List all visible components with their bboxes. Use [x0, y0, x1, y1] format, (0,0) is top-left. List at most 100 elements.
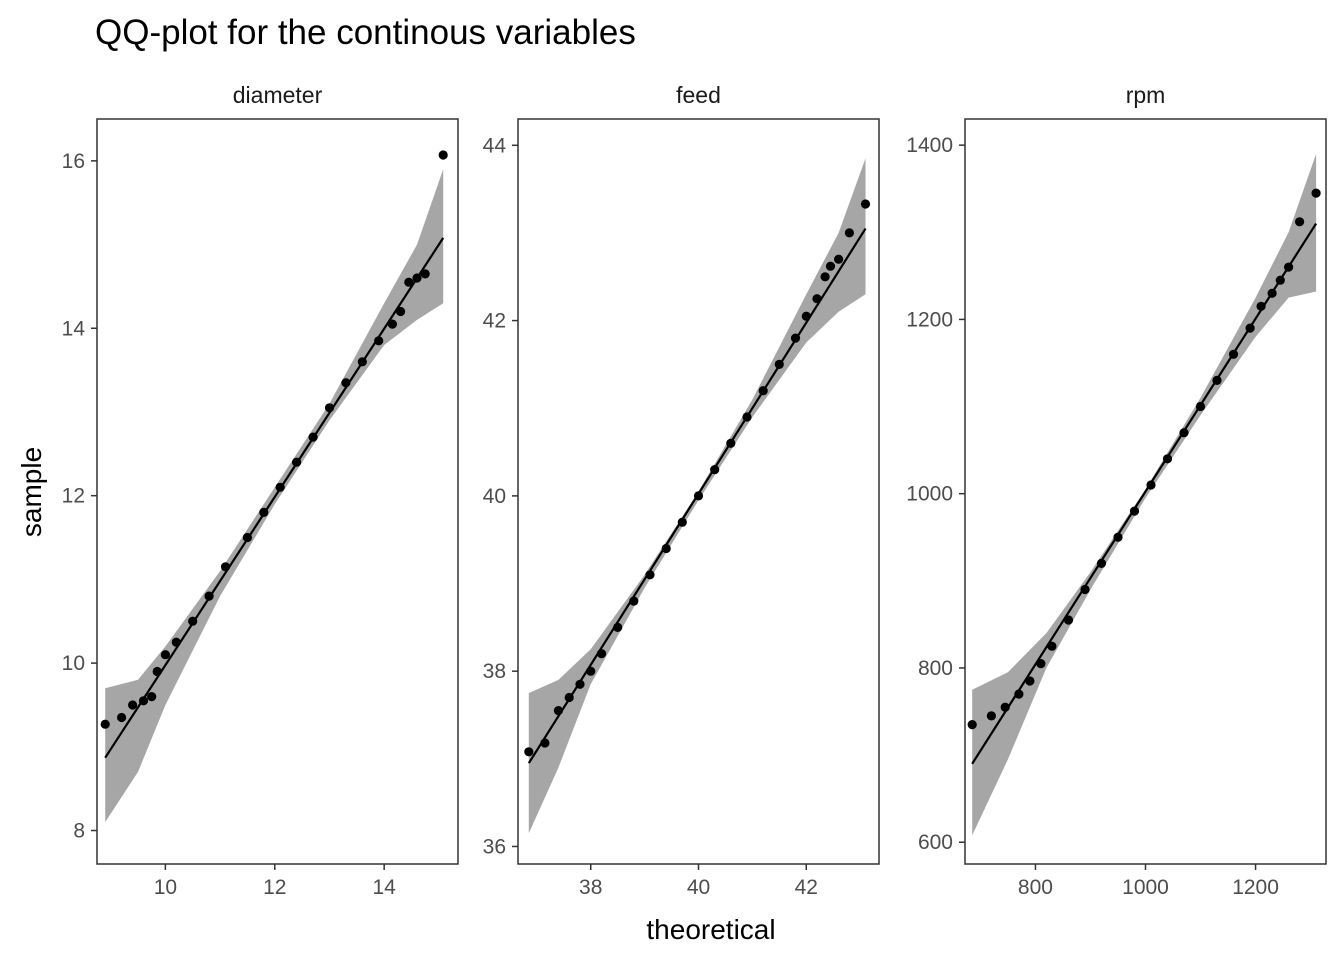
- y-tick-label: 44: [483, 134, 507, 157]
- x-tick-label: 12: [263, 876, 286, 899]
- data-point: [759, 386, 768, 395]
- data-point: [1284, 263, 1293, 272]
- data-point: [388, 320, 397, 329]
- data-point: [861, 199, 870, 208]
- y-tick-label: 16: [62, 150, 85, 173]
- data-point: [276, 483, 285, 492]
- data-point: [586, 667, 595, 676]
- y-tick-label: 1000: [906, 483, 953, 506]
- data-point: [147, 692, 156, 701]
- x-tick-label: 14: [372, 876, 396, 899]
- y-tick-label: 10: [62, 652, 85, 675]
- data-point: [1001, 703, 1010, 712]
- x-tick-label: 42: [795, 876, 818, 899]
- data-point: [826, 262, 835, 271]
- data-point: [845, 228, 854, 237]
- data-point: [1113, 533, 1122, 542]
- data-point: [421, 269, 430, 278]
- data-point: [172, 638, 181, 647]
- data-point: [613, 623, 622, 632]
- data-point: [1080, 585, 1089, 594]
- y-tick-label: 8: [73, 820, 85, 843]
- x-tick-label: 10: [154, 876, 177, 899]
- panel-strip-label: feed: [676, 82, 721, 108]
- panel-strip-label: diameter: [233, 82, 323, 108]
- y-axis-label: sample: [16, 447, 47, 537]
- y-tick-label: 1400: [906, 134, 953, 157]
- y-tick-label: 800: [918, 657, 953, 680]
- data-point: [802, 312, 811, 321]
- data-point: [1097, 559, 1106, 568]
- data-point: [629, 597, 638, 606]
- y-tick-label: 36: [483, 835, 506, 858]
- data-point: [1163, 454, 1172, 463]
- data-point: [1229, 350, 1238, 359]
- data-point: [358, 357, 367, 366]
- data-point: [821, 272, 830, 281]
- x-tick-label: 1200: [1232, 876, 1279, 899]
- data-point: [1047, 642, 1056, 651]
- data-point: [1036, 659, 1045, 668]
- data-point: [101, 720, 110, 729]
- data-point: [710, 465, 719, 474]
- y-tick-label: 14: [62, 317, 86, 340]
- data-point: [662, 544, 671, 553]
- data-point: [812, 294, 821, 303]
- data-point: [742, 412, 751, 421]
- y-tick-label: 12: [62, 485, 85, 508]
- qq-reference-line: [105, 238, 443, 758]
- data-point: [597, 649, 606, 658]
- panel-feed: feed 36 38 40 42 44 38 40 42: [483, 82, 879, 899]
- data-point: [1146, 480, 1155, 489]
- y-tick-label: 38: [483, 660, 506, 683]
- data-point: [243, 533, 252, 542]
- data-point: [540, 738, 549, 747]
- data-point: [1295, 217, 1304, 226]
- facet-panels: diameter 8 10 12 14 16 10 12 14 feed 36 38 40 42 44 38 4…: [62, 82, 1326, 899]
- data-point: [259, 508, 268, 517]
- data-point: [117, 713, 126, 722]
- data-point: [524, 747, 533, 756]
- data-point: [1064, 615, 1073, 624]
- panel-diameter: diameter 8 10 12 14 16 10 12 14: [62, 82, 458, 899]
- data-point: [1246, 324, 1255, 333]
- x-tick-label: 1000: [1122, 876, 1169, 899]
- data-point: [1179, 428, 1188, 437]
- y-tick-label: 1200: [906, 308, 953, 331]
- x-tick-label: 40: [687, 876, 710, 899]
- data-point: [404, 278, 413, 287]
- data-point: [205, 592, 214, 601]
- data-point: [1268, 289, 1277, 298]
- data-point: [726, 439, 735, 448]
- data-point: [987, 711, 996, 720]
- data-point: [1212, 376, 1221, 385]
- data-point: [694, 491, 703, 500]
- data-point: [374, 336, 383, 345]
- data-point: [1196, 402, 1205, 411]
- data-point: [1276, 276, 1285, 285]
- data-point: [1257, 302, 1266, 311]
- data-point: [325, 403, 334, 412]
- data-point: [161, 650, 170, 659]
- data-point: [678, 518, 687, 527]
- data-point: [645, 570, 654, 579]
- data-point: [968, 720, 977, 729]
- data-point: [412, 273, 421, 282]
- data-point: [1130, 507, 1139, 516]
- x-axis-label: theoretical: [646, 914, 775, 945]
- confidence-band: [105, 169, 443, 822]
- data-point: [153, 667, 162, 676]
- data-point: [1025, 676, 1034, 685]
- data-point: [1014, 690, 1023, 699]
- data-point: [309, 433, 318, 442]
- data-point: [139, 696, 148, 705]
- data-point: [1312, 189, 1321, 198]
- data-point: [554, 706, 563, 715]
- data-point: [565, 693, 574, 702]
- x-tick-label: 38: [579, 876, 602, 899]
- data-point: [834, 255, 843, 264]
- data-point: [791, 334, 800, 343]
- panel-rpm: rpm600800100012001400800 1000 1200: [906, 82, 1326, 899]
- data-point: [575, 680, 584, 689]
